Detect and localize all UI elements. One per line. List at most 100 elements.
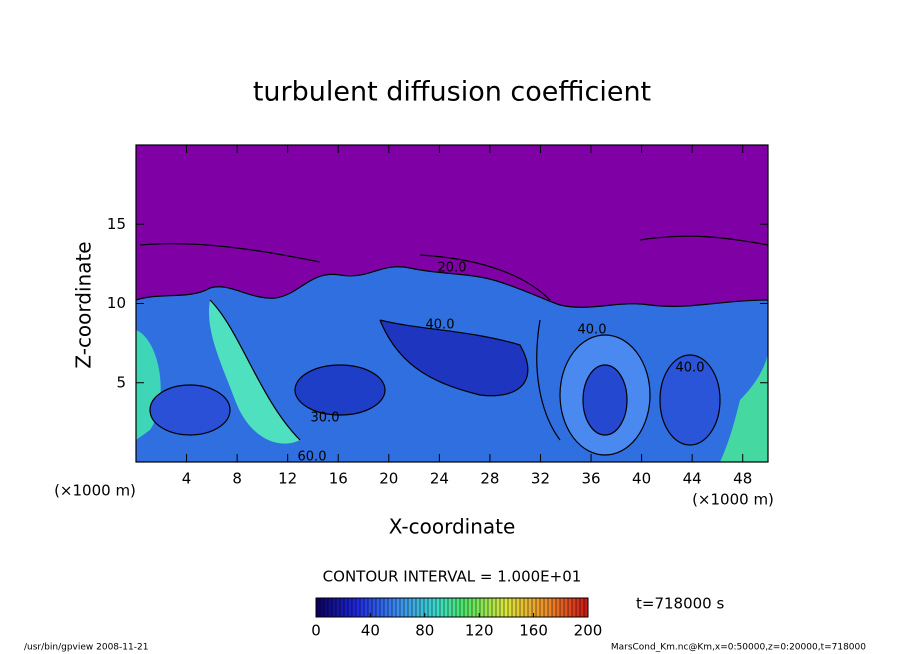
footer-right: MarsCond_Km.nc@Km,x=0:50000,z=0:20000,t=…	[611, 643, 866, 653]
colorbar-stripe	[436, 598, 440, 617]
colorbar-stripe	[476, 598, 480, 617]
field-patch	[583, 365, 627, 435]
colorbar-stripe	[540, 598, 544, 617]
colorbar-stripe	[480, 598, 484, 617]
x-tick-label: 32	[531, 470, 550, 488]
colorbar-stripe	[496, 598, 500, 617]
chart-title: turbulent diffusion coefficient	[253, 77, 651, 108]
colorbar-stripe	[416, 598, 420, 617]
x-tick-label: 8	[232, 470, 242, 488]
contour-label: 40.0	[676, 361, 705, 376]
colorbar-stripe	[396, 598, 400, 617]
colorbar-stripe	[528, 598, 532, 617]
field-patch	[380, 320, 528, 396]
colorbar-stripe	[492, 598, 496, 617]
colorbar-stripe	[488, 598, 492, 617]
colorbar-stripe	[352, 598, 356, 617]
contour-label: 20.0	[438, 261, 467, 276]
colorbar-stripe	[512, 598, 516, 617]
contour-line	[139, 235, 769, 301]
field-patch	[295, 365, 385, 415]
x-axis-label: X-coordinate	[389, 515, 516, 539]
colorbar-stripe	[420, 598, 424, 617]
field-patch	[209, 300, 300, 444]
colorbar-stripe	[536, 598, 540, 617]
contour-label: 40.0	[426, 318, 455, 333]
colorbar-tick-label: 40	[361, 622, 380, 640]
colorbar-stripe	[568, 598, 572, 617]
contour-line	[559, 334, 651, 456]
colorbar-stripe	[560, 598, 564, 617]
colorbar-stripe	[412, 598, 416, 617]
colorbar-tick-label: 200	[574, 622, 603, 640]
colorbar-stripe	[516, 598, 520, 617]
colorbar-label: CONTOUR INTERVAL = 1.000E+01	[323, 568, 582, 586]
x-axis-unit: (×1000 m)	[692, 491, 774, 509]
field	[135, 145, 769, 462]
contour-line	[135, 266, 769, 308]
x-tick-label: 40	[632, 470, 651, 488]
colorbar: 0 40 80 120 160 200	[311, 597, 603, 640]
colorbar-stripe	[468, 598, 472, 617]
colorbar-stripe	[440, 598, 444, 617]
colorbar-stripe	[428, 598, 432, 617]
y-axis-unit: (×1000 m)	[54, 482, 136, 500]
colorbar-stripe	[360, 598, 364, 617]
colorbar-stripe	[324, 598, 328, 617]
field-patch	[660, 355, 720, 445]
colorbar-stripe	[392, 598, 396, 617]
y-tick-label: 10	[107, 294, 126, 312]
colorbar-stripe	[564, 598, 568, 617]
colorbar-stripe	[504, 598, 508, 617]
x-tick-label: 24	[430, 470, 449, 488]
colorbar-stripe	[384, 598, 388, 617]
contour-line	[294, 364, 386, 416]
colorbar-stripe	[332, 598, 336, 617]
colorbar-stripe	[524, 598, 528, 617]
colorbar-stripe	[508, 598, 512, 617]
contour-line	[659, 354, 721, 446]
colorbar-stripe	[556, 598, 560, 617]
colorbar-stripe	[316, 598, 320, 617]
colorbar-stripe	[336, 598, 340, 617]
colorbar-stripe	[376, 598, 380, 617]
y-tick-label: 15	[107, 215, 126, 233]
colorbar-tick-label: 160	[519, 622, 548, 640]
colorbar-tick-label: 80	[415, 622, 434, 640]
x-tick-label: 48	[733, 470, 752, 488]
colorbar-stripe	[484, 598, 488, 617]
colorbar-stripe	[448, 598, 452, 617]
colorbar-stripe	[404, 598, 408, 617]
field-patch	[720, 350, 768, 462]
colorbar-stripe	[356, 598, 360, 617]
contour-label: 40.0	[578, 323, 607, 338]
colorbar-stripe	[464, 598, 468, 617]
colorbar-stripe	[532, 598, 536, 617]
colorbar-stripe	[572, 598, 576, 617]
colorbar-stripe	[444, 598, 448, 617]
contour-line	[582, 364, 628, 436]
x-tick-label: 4	[182, 470, 192, 488]
colorbar-stripe	[364, 598, 368, 617]
x-tick-label: 20	[379, 470, 398, 488]
x-tick-label: 36	[581, 470, 600, 488]
field-patch	[150, 385, 230, 435]
colorbar-stripe	[452, 598, 456, 617]
footer-left: /usr/bin/gpview 2008-11-21	[24, 643, 148, 653]
contour-line	[209, 299, 561, 441]
contour-label: 60.0	[298, 450, 327, 465]
colorbar-tick-label: 120	[465, 622, 494, 640]
colorbar-stripe	[584, 598, 588, 617]
colorbar-stripe	[380, 598, 384, 617]
colorbar-stripe	[520, 598, 524, 617]
colorbar-stripe	[368, 598, 372, 617]
colorbar-frame	[315, 597, 589, 618]
x-tick-label: 28	[480, 470, 499, 488]
colorbar-stripe	[408, 598, 412, 617]
colorbar-stripe	[344, 598, 348, 617]
colorbar-stripe	[552, 598, 556, 617]
colorbar-stripe	[400, 598, 404, 617]
x-tick-label: 12	[278, 470, 297, 488]
contour-labels: 20.0 40.0 40.0 30.0 60.0 40.0	[298, 261, 705, 465]
colorbar-stripe	[580, 598, 584, 617]
